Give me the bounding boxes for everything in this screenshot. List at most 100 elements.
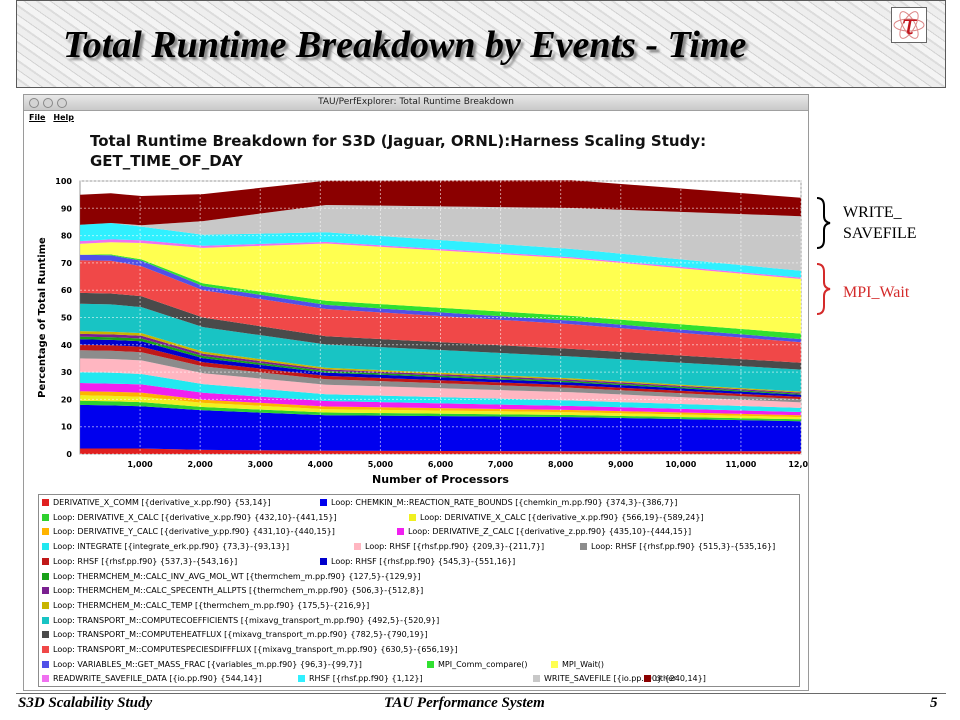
legend-item: Loop: RHSF [{rhsf.pp.f90} {515,3}-{535,1… [580, 542, 775, 551]
legend-item: MPI_Comm_compare() [427, 660, 528, 669]
footer-study-name: S3D Scalability Study [18, 695, 153, 711]
legend-swatch [320, 557, 327, 565]
legend-swatch [298, 675, 305, 683]
legend-swatch [427, 660, 434, 668]
x-tick-label-2: 3,000 [248, 460, 274, 469]
atom-orbit-icon [893, 11, 925, 39]
y-tick-label-2: 20 [61, 395, 73, 404]
minimize-window-button[interactable] [43, 98, 53, 108]
area-series-7 [80, 358, 802, 408]
legend-item: WRITE_SAVEFILE [{io.pp.f90} {240,14}] [533, 674, 706, 683]
legend-label: READWRITE_SAVEFILE_DATA [{io.pp.f90} {54… [53, 674, 262, 684]
footer-system-name: TAU Performance System [384, 695, 545, 711]
legend-label: Loop: TRANSPORT_M::COMPUTECOEFFICIENTS [… [53, 615, 440, 625]
area-series-12 [80, 333, 802, 394]
legend-label: Loop: RHSF [{rhsf.pp.f90} {537,3}-{543,1… [53, 556, 238, 566]
legend-swatch [354, 543, 361, 551]
area-series-15 [80, 292, 802, 370]
legend-swatch [533, 675, 540, 683]
x-tick-label-0: 1,000 [127, 460, 153, 469]
window-titlebar: TAU/PerfExplorer: Total Runtime Breakdow… [24, 95, 808, 111]
y-tick-label-4: 40 [61, 341, 73, 350]
legend-swatch [42, 572, 49, 580]
chart-title: Total Runtime Breakdown for S3D (Jaguar,… [90, 132, 707, 170]
legend-label: RHSF [{rhsf.pp.f90} {1,12}] [309, 674, 423, 684]
legend-label: Loop: TRANSPORT_M::COMPUTESPECIESDIFFFLU… [53, 645, 458, 654]
chart-legend: DERIVATIVE_X_COMM [{derivative_x.pp.f90}… [38, 494, 800, 687]
brace-mpi-wait-icon [816, 263, 831, 315]
legend-label: DERIVATIVE_X_COMM [{derivative_x.pp.f90}… [53, 498, 271, 507]
legend-item: MPI_Wait() [551, 660, 604, 669]
legend-item: DERIVATIVE_X_COMM [{derivative_x.pp.f90}… [42, 498, 271, 507]
legend-swatch [42, 601, 49, 609]
legend-label: Loop: THERMCHEM_M::CALC_INV_AVG_MOL_WT [… [53, 571, 421, 581]
legend-swatch [551, 660, 558, 668]
slide-title: Total Runtime Breakdown by Events - Time [63, 24, 747, 66]
y-tick-label-10: 100 [55, 177, 72, 186]
legend-item: Loop: THERMCHEM_M::CALC_INV_AVG_MOL_WT [… [42, 572, 421, 581]
y-axis-label: Percentage of Total Runtime [37, 237, 48, 398]
annotation-mpi-wait: MPI_Wait [843, 284, 910, 301]
legend-label: Loop: RHSF [{rhsf.pp.f90} {515,3}-{535,1… [591, 542, 776, 552]
legend-item: Loop: INTEGRATE [{integrate_erk.pp.f90} … [42, 542, 289, 551]
stacked-area-chart: 0 10 20 30 40 50 60 70 80 90 100 1,000 2,000 3,000 4,0… [37, 177, 808, 486]
legend-swatch [42, 499, 49, 506]
legend-item: Loop: TRANSPORT_M::COMPUTECOEFFICIENTS [… [42, 616, 439, 625]
footer-rule [16, 693, 946, 694]
legend-swatch [42, 631, 49, 639]
area-series-17 [80, 254, 802, 343]
area-series-20 [80, 239, 802, 279]
x-tick-label-5: 6,000 [428, 460, 454, 469]
legend-label: Loop: CHEMKIN_M::REACTION_RATE_BOUNDS [{… [331, 498, 678, 507]
area-series-4 [80, 391, 802, 418]
page-number: 5 [930, 695, 938, 711]
legend-label: Loop: THERMCHEM_M::CALC_TEMP [{thermchem… [53, 600, 370, 610]
legend-label: Loop: INTEGRATE [{integrate_erk.pp.f90} … [53, 542, 290, 552]
perfexplorer-window: TAU/PerfExplorer: Total Runtime Breakdow… [23, 94, 809, 691]
legend-label: Loop: DERIVATIVE_X_CALC [{derivative_x.p… [420, 512, 704, 522]
legend-item: Loop: RHSF [{rhsf.pp.f90} {537,3}-{543,1… [42, 557, 237, 566]
title-banner: Total Runtime Breakdown by Events - Time… [16, 0, 946, 88]
legend-label: other [655, 674, 677, 684]
area-series-8 [80, 350, 802, 403]
y-tick-label-9: 90 [61, 204, 73, 213]
legend-label: Loop: DERIVATIVE_Y_CALC [{derivative_y.p… [53, 527, 335, 537]
y-tick-label-0: 0 [66, 450, 72, 459]
y-tick-label-6: 60 [61, 286, 73, 295]
legend-swatch [409, 513, 416, 521]
legend-swatch [320, 499, 327, 506]
zoom-window-button[interactable] [57, 98, 67, 108]
close-window-button[interactable] [29, 98, 39, 108]
legend-item: Loop: CHEMKIN_M::REACTION_RATE_BOUNDS [{… [320, 498, 677, 507]
x-tick-label-9: 10,000 [665, 460, 696, 469]
legend-swatch [644, 675, 651, 683]
legend-item: Loop: VARIABLES_M::GET_MASS_FRAC [{varia… [42, 660, 362, 669]
y-tick-label-3: 30 [61, 368, 73, 377]
brace-write-savefile-icon [816, 197, 831, 249]
legend-label: WRITE_SAVEFILE [{io.pp.f90} {240,14}] [544, 674, 706, 684]
legend-label: Loop: THERMCHEM_M::CALC_SPECENTH_ALLPTS … [53, 586, 424, 596]
legend-item: other [644, 674, 676, 683]
area-series-6 [80, 372, 802, 412]
menubar: File Help [24, 111, 808, 124]
legend-swatch [42, 513, 49, 521]
legend-swatch [42, 557, 49, 565]
legend-item: Loop: TRANSPORT_M::COMPUTEHEATFLUX [{mix… [42, 630, 428, 639]
legend-swatch [42, 587, 49, 595]
area-series-9 [80, 344, 802, 400]
legend-swatch [42, 646, 49, 653]
legend-item: Loop: DERIVATIVE_X_CALC [{derivative_x.p… [42, 513, 337, 522]
tau-glyph: τ [901, 8, 917, 41]
legend-label: MPI_Wait() [562, 659, 604, 669]
x-tick-label-8: 9,000 [608, 460, 634, 469]
area-series-11 [80, 336, 802, 395]
menu-help[interactable]: Help [53, 113, 74, 122]
x-tick-label-1: 2,000 [188, 460, 214, 469]
menu-file[interactable]: File [29, 113, 46, 122]
annotation-write-savefile: WRITE_ SAVEFILE [843, 204, 917, 242]
x-tick-label-4: 5,000 [368, 460, 394, 469]
legend-label: MPI_Comm_compare() [438, 659, 528, 669]
legend-item: Loop: THERMCHEM_M::CALC_SPECENTH_ALLPTS … [42, 586, 423, 595]
legend-swatch [42, 660, 49, 668]
legend-item: RHSF [{rhsf.pp.f90} {1,12}] [298, 674, 423, 683]
